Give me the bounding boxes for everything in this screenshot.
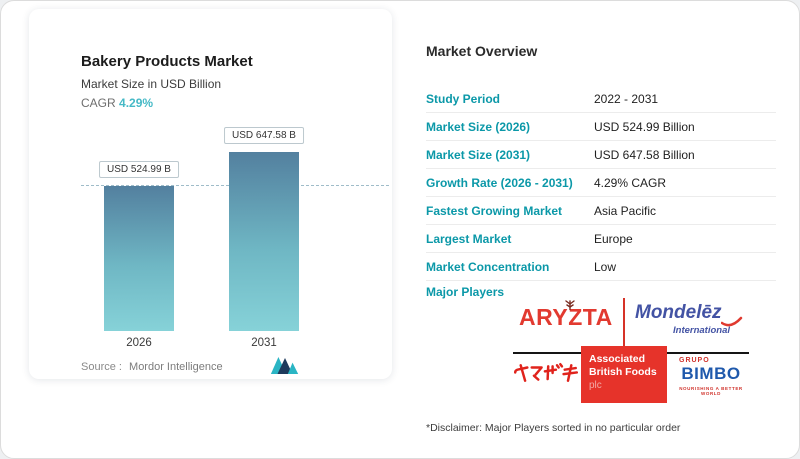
chart-card: Bakery Products Market Market Size in US… — [29, 9, 392, 379]
row-label: Largest Market — [426, 231, 512, 246]
chart-title: Bakery Products Market — [81, 53, 253, 70]
overview-heading: Market Overview — [426, 43, 538, 59]
table-row: Study Period 2022 - 2031 — [426, 85, 776, 113]
yamazaki-logo-icon — [513, 362, 579, 389]
mordor-intelligence-logo-icon — [269, 354, 301, 382]
row-value: USD 524.99 Billion — [594, 119, 695, 134]
cagr-value: 4.29% — [119, 96, 154, 110]
row-value: 2022 - 2031 — [594, 91, 659, 106]
bimbo-tagline: NOURISHING A BETTER WORLD — [679, 386, 743, 396]
abf-line3: plc — [589, 380, 602, 391]
row-label: Fastest Growing Market — [426, 203, 563, 218]
x-axis-label-2026: 2026 — [126, 337, 152, 349]
bar-value-label-2026: USD 524.99 B — [99, 161, 179, 178]
associated-british-foods-logo: Associated British Foods plc — [581, 346, 667, 403]
table-row: Market Concentration Low — [426, 253, 776, 281]
row-value: Low — [594, 259, 617, 274]
row-value: 4.29% CAGR — [594, 175, 667, 190]
bimbo-grupo-text: GRUPO — [679, 357, 710, 364]
table-row: Market Size (2031) USD 647.58 Billion — [426, 141, 776, 169]
overview-table: Study Period 2022 - 2031 Market Size (20… — [426, 85, 776, 281]
table-row: Market Size (2026) USD 524.99 Billion — [426, 113, 776, 141]
bar-chart: USD 524.99 B USD 647.58 B 2026 2031 — [81, 119, 389, 349]
row-value: Europe — [594, 231, 633, 246]
source-line: Source : Mordor Intelligence — [81, 361, 223, 373]
row-label: Market Concentration — [426, 259, 550, 274]
bar-2026 — [104, 186, 174, 331]
x-axis-label-2031: 2031 — [251, 337, 277, 349]
logo-rule-right — [667, 352, 749, 354]
aryzta-logo: ARYZTA — [519, 304, 613, 330]
chart-subtitle: Market Size in USD Billion — [81, 77, 222, 91]
bar-2031 — [229, 152, 299, 331]
cagr-label: CAGR — [81, 96, 116, 110]
major-players-label: Major Players — [426, 285, 505, 299]
row-label: Study Period — [426, 91, 501, 106]
table-row: Growth Rate (2026 - 2031) 4.29% CAGR — [426, 169, 776, 197]
row-label: Market Size (2031) — [426, 147, 531, 162]
abf-line2: British Foods — [589, 366, 657, 378]
mondelez-logo: Mondelēz International — [635, 302, 743, 336]
row-label: Market Size (2026) — [426, 119, 531, 134]
chart-cagr: CAGR 4.29% — [81, 96, 153, 110]
mondelez-wordmark: Mondelēz — [635, 302, 722, 323]
source-label: Source : — [81, 361, 122, 373]
row-value: USD 647.58 Billion — [594, 147, 695, 162]
bimbo-wordmark: BIMBO — [681, 364, 741, 383]
grupo-bimbo-logo: GRUPO BIMBO NOURISHING A BETTER WORLD — [673, 357, 749, 396]
disclaimer-text: *Disclaimer: Major Players sorted in no … — [426, 422, 681, 434]
table-row: Fastest Growing Market Asia Pacific — [426, 197, 776, 225]
abf-line1: Associated — [589, 353, 646, 365]
logo-divider — [623, 298, 625, 346]
mondelez-swoosh-icon — [720, 316, 743, 335]
aryzta-wheat-icon — [564, 297, 576, 315]
source-value: Mordor Intelligence — [129, 361, 223, 373]
table-row: Largest Market Europe — [426, 225, 776, 253]
row-label: Growth Rate (2026 - 2031) — [426, 175, 573, 190]
bar-value-label-2031: USD 647.58 B — [224, 127, 304, 144]
mondelez-sub-wordmark: International — [673, 325, 731, 336]
row-value: Asia Pacific — [594, 203, 657, 218]
logo-rule-left — [513, 352, 581, 354]
